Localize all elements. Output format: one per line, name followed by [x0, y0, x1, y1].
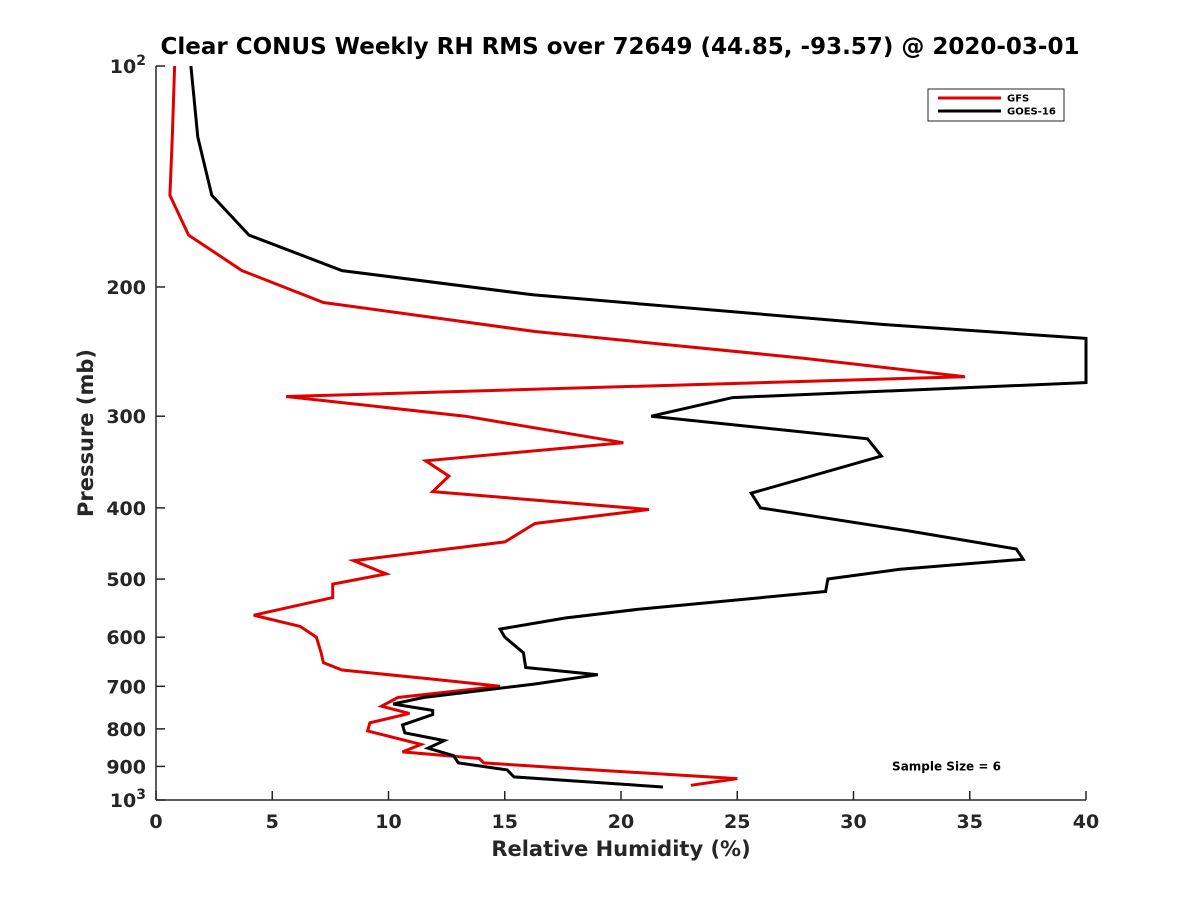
legend-label: GOES-16 [1007, 107, 1056, 118]
y-tick-label: 600 [106, 627, 146, 649]
x-tick-label: 10 [375, 811, 401, 833]
y-axis-label: Pressure (mb) [74, 349, 98, 517]
y-tick-label: 500 [106, 569, 146, 591]
y-tick-label: 700 [106, 676, 146, 698]
y-tick-label: 300 [106, 406, 146, 428]
series-line-goes-16 [189, 65, 1088, 789]
series-line-gfs [168, 65, 966, 787]
chart-title: Clear CONUS Weekly RH RMS over 72649 (44… [161, 34, 1080, 60]
x-tick-label: 30 [840, 811, 866, 833]
x-tick-label: 15 [492, 811, 518, 833]
y-tick-label: 900 [106, 756, 146, 778]
x-tick-label: 5 [266, 811, 279, 833]
annotations: Sample Size = 6 [892, 759, 1001, 773]
x-ticks: 0 5 10 15 20 25 30 35 40 [149, 791, 1099, 833]
legend-box [927, 88, 1065, 122]
x-axis-label: Relative Humidity (%) [491, 837, 750, 861]
y-tick-label: 400 [106, 498, 146, 520]
x-tick-label: 0 [149, 811, 162, 833]
x-tick-label: 20 [608, 811, 634, 833]
legend: GFS GOES-16 [927, 88, 1065, 122]
y-tick-label: 200 [106, 277, 146, 299]
y-tick-label: 102 [110, 53, 146, 78]
plot-area [156, 66, 1086, 800]
series-group [168, 65, 1088, 789]
legend-label: GFS [1007, 94, 1029, 105]
y-ticks: 102 200 300 400 500 600 700 800 900 103 [106, 53, 165, 812]
y-tick-label: 103 [110, 787, 146, 812]
y-tick-label: 800 [106, 719, 146, 741]
x-tick-label: 35 [957, 811, 983, 833]
sample-size-annotation: Sample Size = 6 [892, 759, 1001, 773]
x-tick-label: 40 [1073, 811, 1099, 833]
x-tick-label: 25 [724, 811, 750, 833]
